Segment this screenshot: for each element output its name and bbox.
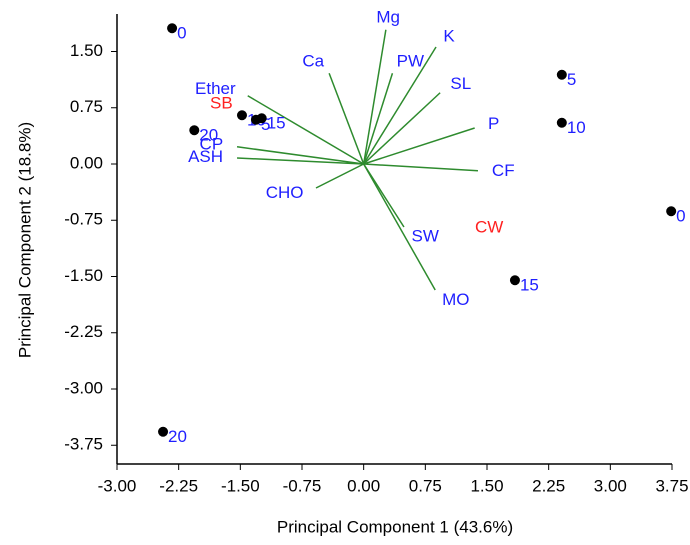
point-label: 10: [567, 118, 586, 137]
loading-label: Ca: [302, 52, 324, 71]
point-label: 15: [267, 114, 286, 133]
score-point: [256, 113, 267, 124]
annotation: SB: [210, 93, 233, 112]
point-label: 5: [567, 70, 576, 89]
loading-vector: [237, 157, 364, 165]
score-point: [236, 110, 247, 121]
loading-vector: [363, 127, 475, 165]
point-label: 15: [520, 276, 539, 295]
point-label: 5: [261, 115, 270, 134]
x-tick-label: -3.00: [98, 476, 137, 495]
loading-vector: [328, 72, 365, 165]
loading-vector: [363, 163, 436, 291]
loading-label: ASH: [188, 147, 223, 166]
score-point: [556, 117, 567, 128]
y-tick-label: -1.50: [64, 266, 103, 285]
loading-label: SW: [411, 227, 438, 246]
y-axis-title: Principal Component 2 (18.8%): [15, 122, 34, 358]
y-tick-label: 1.50: [70, 41, 103, 60]
score-point: [556, 69, 567, 80]
point-label: 20: [199, 126, 218, 145]
loading-label: PW: [397, 51, 424, 70]
y-tick-label: -0.75: [64, 210, 103, 229]
score-point: [666, 206, 677, 217]
x-tick-label: 3.75: [655, 476, 688, 495]
loading-label: Ether: [195, 79, 236, 98]
loading-label: Mg: [376, 7, 400, 26]
loading-label: SL: [450, 74, 471, 93]
loading-vector: [236, 146, 364, 165]
x-tick-label: 0.00: [347, 476, 380, 495]
x-tick-label: 1.50: [470, 476, 503, 495]
x-tick-label: 2.25: [532, 476, 565, 495]
loading-vector: [362, 29, 387, 165]
x-tick-label: -0.75: [283, 476, 322, 495]
x-tick-label: -2.25: [159, 476, 198, 495]
score-point: [509, 275, 520, 286]
y-tick-label: -2.25: [64, 322, 103, 341]
score-point: [167, 23, 178, 34]
loading-vector: [363, 163, 478, 172]
x-tick-label: 0.75: [409, 476, 442, 495]
loading-vector: [362, 73, 394, 165]
loading-label: CP: [200, 135, 224, 154]
loading-label: P: [488, 114, 499, 133]
x-tick-label: 3.00: [594, 476, 627, 495]
loading-vector: [363, 46, 437, 165]
loading-label: K: [443, 26, 455, 45]
loading-vector: [247, 95, 365, 165]
y-tick-label: -3.75: [64, 435, 103, 454]
loading-vector: [363, 92, 441, 165]
y-tick-label: -3.00: [64, 378, 103, 397]
y-tick-label: 0.75: [70, 97, 103, 116]
x-tick-label: -1.50: [221, 476, 260, 495]
score-point: [189, 125, 200, 136]
point-label: 0: [177, 24, 186, 43]
score-point: [158, 426, 169, 437]
annotation: CW: [475, 217, 503, 236]
loading-label: CF: [492, 161, 515, 180]
loading-label: CHO: [266, 183, 304, 202]
loading-vector: [315, 163, 365, 189]
point-label: 20: [168, 427, 187, 446]
x-axis-title: Principal Component 1 (43.6%): [277, 517, 513, 536]
y-tick-label: 0.00: [70, 153, 103, 172]
loading-label: MO: [442, 290, 469, 309]
point-label: 0: [676, 207, 685, 226]
